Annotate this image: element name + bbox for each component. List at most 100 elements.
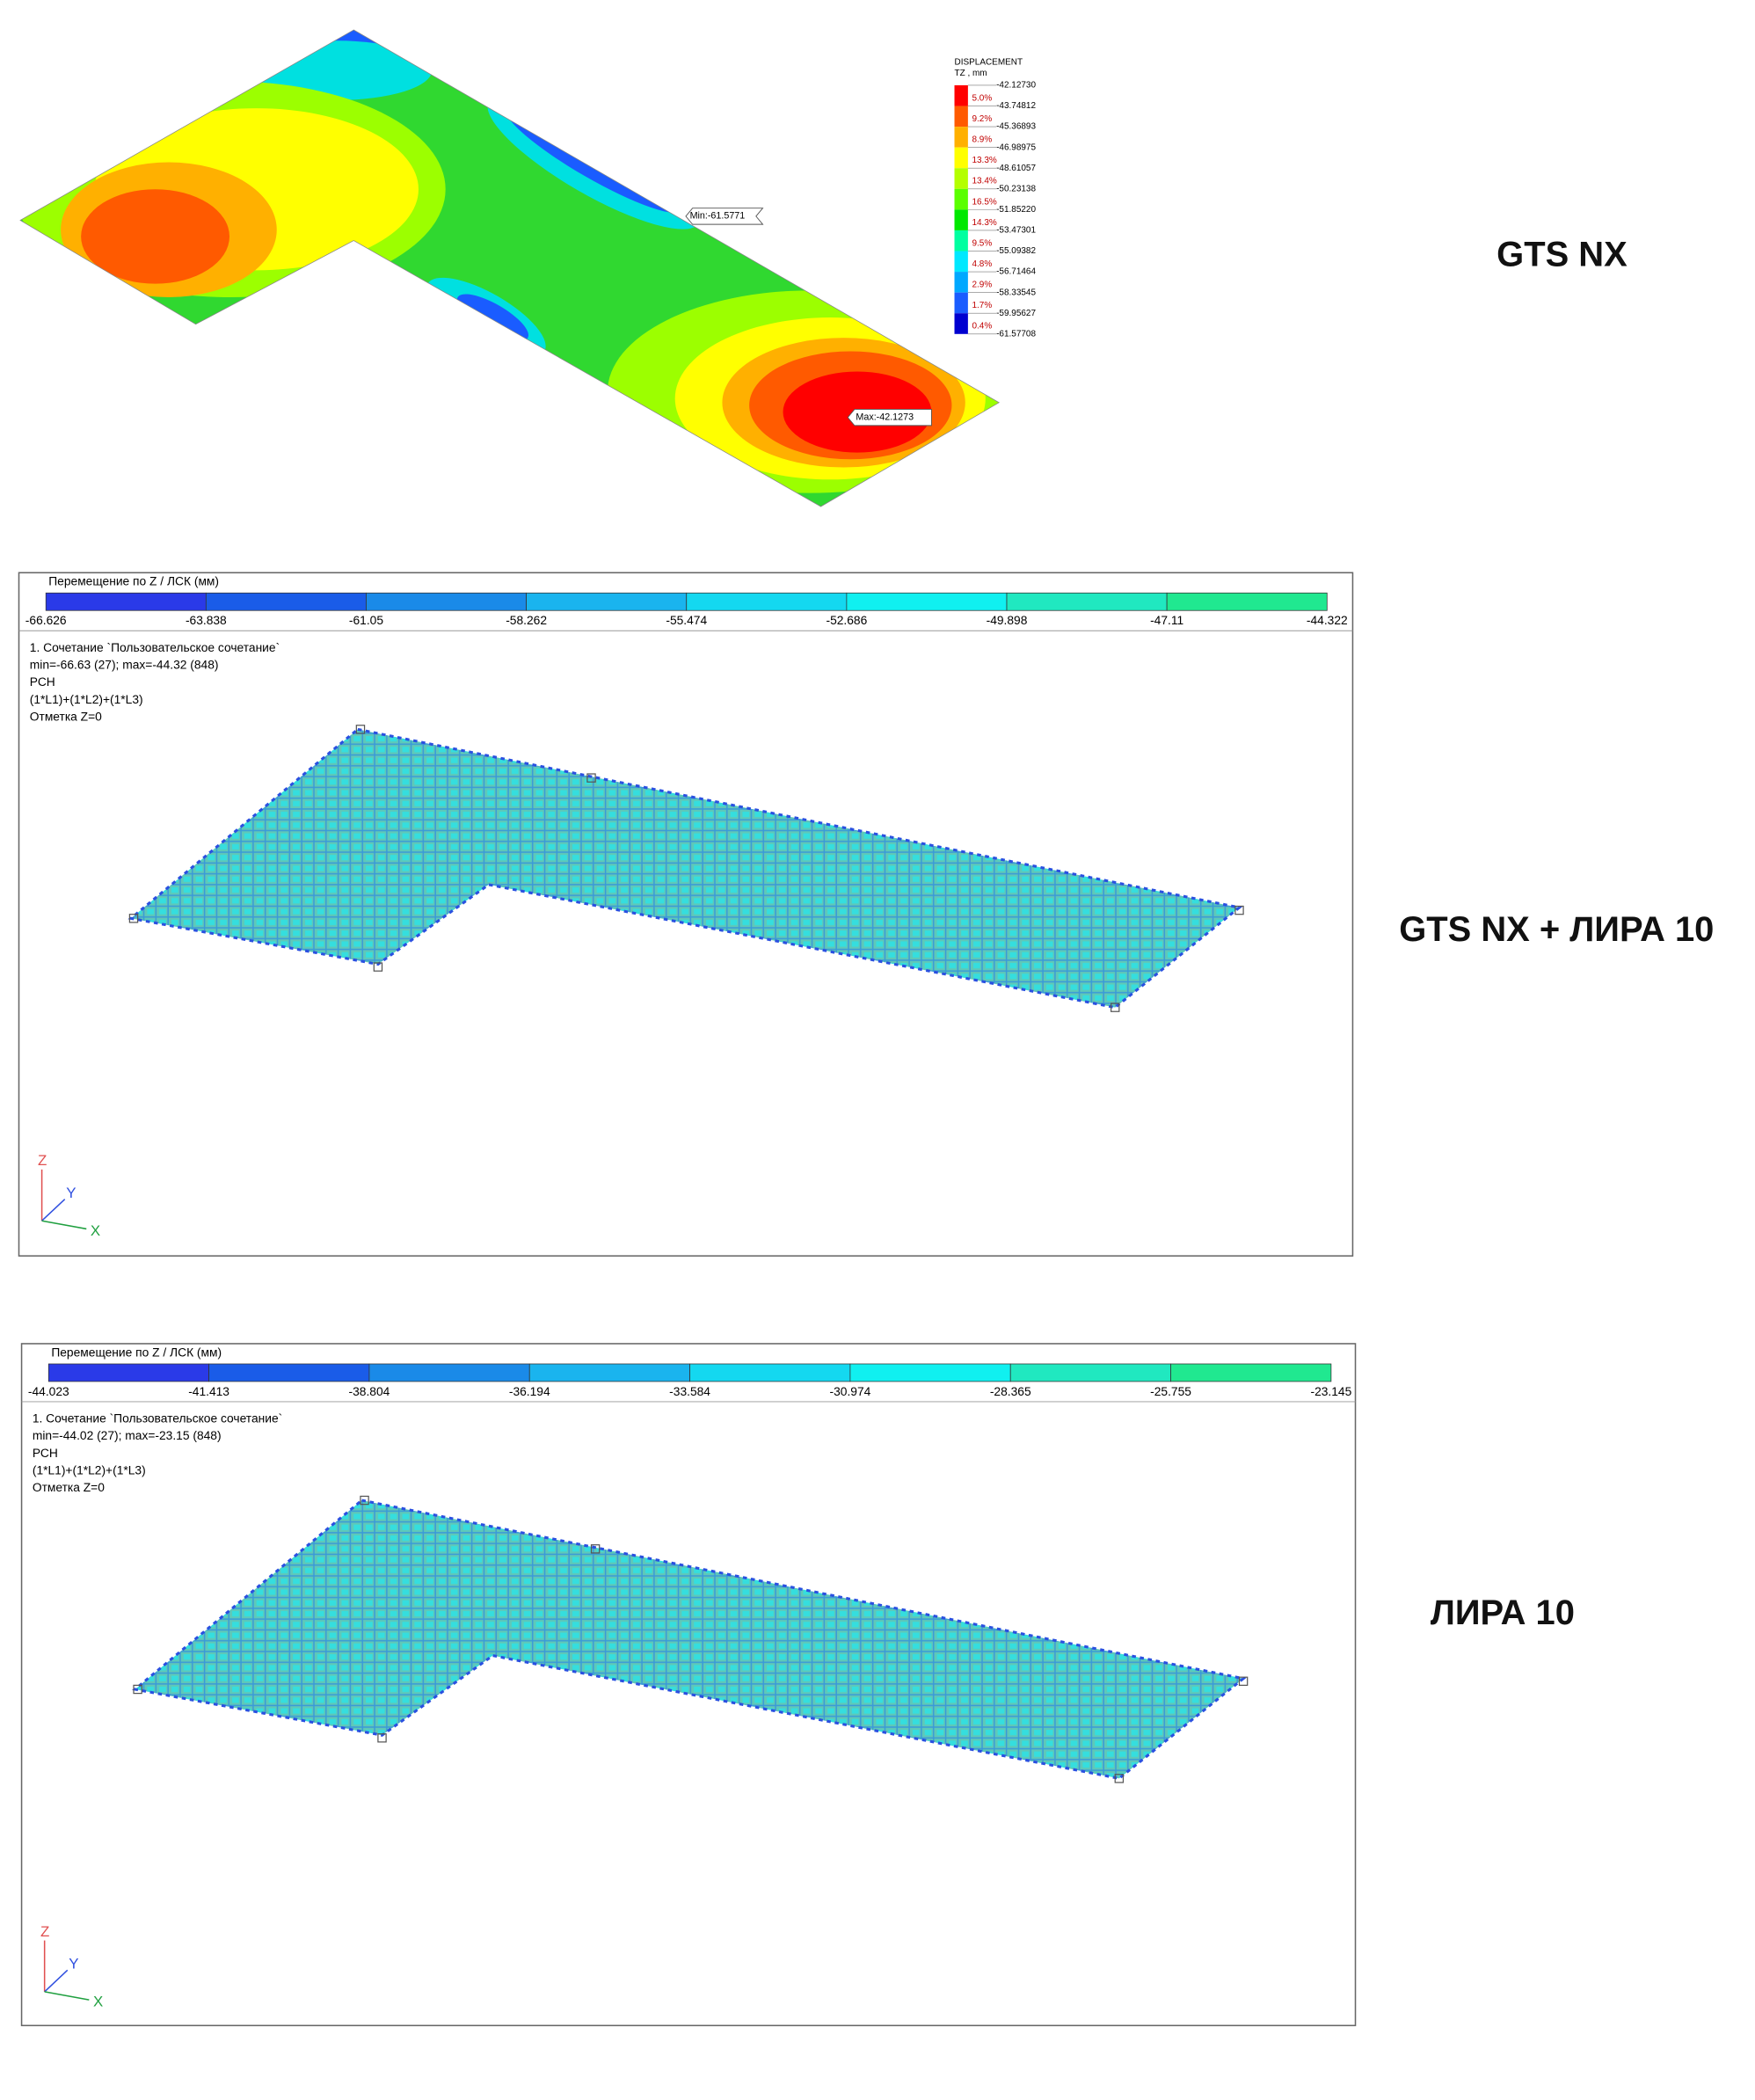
scale-band: [528, 1363, 690, 1382]
info-line: РСН: [30, 674, 55, 689]
scale-band: [1009, 1363, 1171, 1382]
info-line: Отметка Z=0: [33, 1480, 105, 1494]
panel-label: GTS NX + ЛИРА 10: [1399, 910, 1714, 949]
legend-band: [954, 292, 968, 314]
axis-y: [41, 1199, 66, 1221]
legend-band: [954, 188, 968, 210]
support: [1114, 1774, 1125, 1783]
legend-level: -58.33545: [996, 288, 1036, 297]
legend-level: -55.09382: [996, 246, 1036, 256]
legend-level: -43.74812: [996, 101, 1036, 111]
legend-band: [954, 84, 968, 106]
info-line: min=-44.02 (27); max=-23.15 (848): [33, 1428, 222, 1442]
scale-band: [205, 592, 367, 611]
axis-label: Z: [38, 1152, 47, 1169]
legend-percent: 0.4%: [972, 322, 992, 332]
scale-band: [849, 1363, 1011, 1382]
scale-band: [689, 1363, 851, 1382]
legend-level: -61.57708: [996, 329, 1036, 339]
legend-percent: 9.2%: [972, 114, 992, 124]
legend-title: DISPLACEMENT: [955, 58, 1023, 68]
scale-title: Перемещение по Z / ЛСК (мм): [48, 574, 219, 588]
scale-tick-label: -58.262: [506, 613, 547, 627]
legend-band: [954, 147, 968, 169]
legend-percent: 9.5%: [972, 238, 992, 248]
panel-label: GTS NX: [1496, 236, 1628, 274]
fe-mesh: [132, 1498, 1247, 1780]
support: [360, 1495, 369, 1506]
legend-percent: 2.9%: [972, 281, 992, 290]
legend-percent: 16.5%: [972, 197, 996, 207]
scale-band: [208, 1363, 370, 1382]
legend-unit: TZ , mm: [955, 69, 987, 78]
legend-percent: 13.3%: [972, 156, 996, 165]
scale-band: [1006, 592, 1168, 611]
fe-mesh: [127, 727, 1242, 1010]
scale-tick-label: -66.626: [25, 613, 67, 627]
support: [1111, 1003, 1120, 1012]
scale-band: [846, 592, 1008, 611]
legend-percent: 4.8%: [972, 259, 992, 269]
scale-title: Перемещение по Z / ЛСК (мм): [51, 1345, 222, 1359]
scale-band: [526, 592, 688, 611]
scale-tick-label: -41.413: [188, 1384, 229, 1398]
min-label: Min:-61.5771: [690, 211, 746, 222]
support: [1238, 1676, 1249, 1687]
support: [586, 773, 596, 783]
scale-tick-label: -33.584: [669, 1384, 710, 1398]
scale-tick-label: -55.474: [666, 613, 707, 627]
support: [133, 1684, 142, 1695]
max-label: Max:-42.1273: [856, 412, 914, 423]
legend-band: [954, 272, 968, 293]
scale-tick-label: -61.05: [349, 613, 383, 627]
info-line: 1. Сочетание `Пользовательское сочетание…: [33, 1411, 282, 1426]
support: [377, 1733, 387, 1743]
info-line: Отметка Z=0: [30, 709, 102, 723]
axis-label: Z: [40, 1923, 49, 1940]
scale-band: [368, 1363, 530, 1382]
legend-level: -46.98975: [996, 142, 1036, 152]
legend-level: -56.71464: [996, 267, 1036, 277]
axis-label: X: [93, 1994, 103, 2010]
scale-tick-label: -44.023: [28, 1384, 69, 1398]
scale-tick-label: -30.974: [830, 1384, 871, 1398]
scale-tick-label: -28.365: [990, 1384, 1031, 1398]
scale-tick-label: -25.755: [1150, 1384, 1191, 1398]
legend-percent: 13.4%: [972, 177, 996, 186]
legend-percent: 5.0%: [972, 93, 992, 103]
axis-x: [41, 1220, 87, 1230]
info-line: (1*L1)+(1*L2)+(1*L3): [33, 1463, 146, 1477]
support: [355, 725, 366, 734]
legend-level: -42.12730: [996, 81, 1036, 91]
scale-tick-label: -47.11: [1150, 613, 1183, 627]
legend-band: [954, 168, 968, 189]
legend: 5.0% 9.2% 8.9% 13.3% 13.4% 16.5% 14.3% 9.5% 4.8%…: [954, 81, 1036, 339]
axis-x: [44, 1991, 90, 2001]
scale-tick-label: -52.686: [826, 613, 867, 627]
support: [128, 914, 139, 923]
legend-level: -50.23138: [996, 184, 1036, 193]
legend-band: [954, 313, 968, 334]
axis-label: Y: [66, 1185, 76, 1201]
panel-label: ЛИРА 10: [1431, 1593, 1575, 1632]
legend-level: -59.95627: [996, 309, 1036, 318]
axis-y: [44, 1969, 69, 1993]
support: [1234, 905, 1244, 915]
legend-band: [954, 209, 968, 230]
legend-band: [954, 106, 968, 128]
info-line: min=-66.63 (27); max=-44.32 (848): [30, 658, 219, 672]
scale-tick-label: -36.194: [509, 1384, 550, 1398]
plate-outline: [19, 29, 1000, 507]
support: [590, 1544, 601, 1554]
info-line: РСН: [33, 1446, 58, 1460]
scale-band: [1170, 1363, 1332, 1382]
legend-level: -53.47301: [996, 226, 1036, 236]
axis-label: X: [91, 1222, 100, 1239]
contour-plot: [20, 30, 1000, 507]
scale-tick-label: -44.322: [1307, 613, 1348, 627]
support: [373, 962, 383, 972]
legend-band: [954, 251, 968, 273]
legend-percent: 14.3%: [972, 218, 996, 228]
